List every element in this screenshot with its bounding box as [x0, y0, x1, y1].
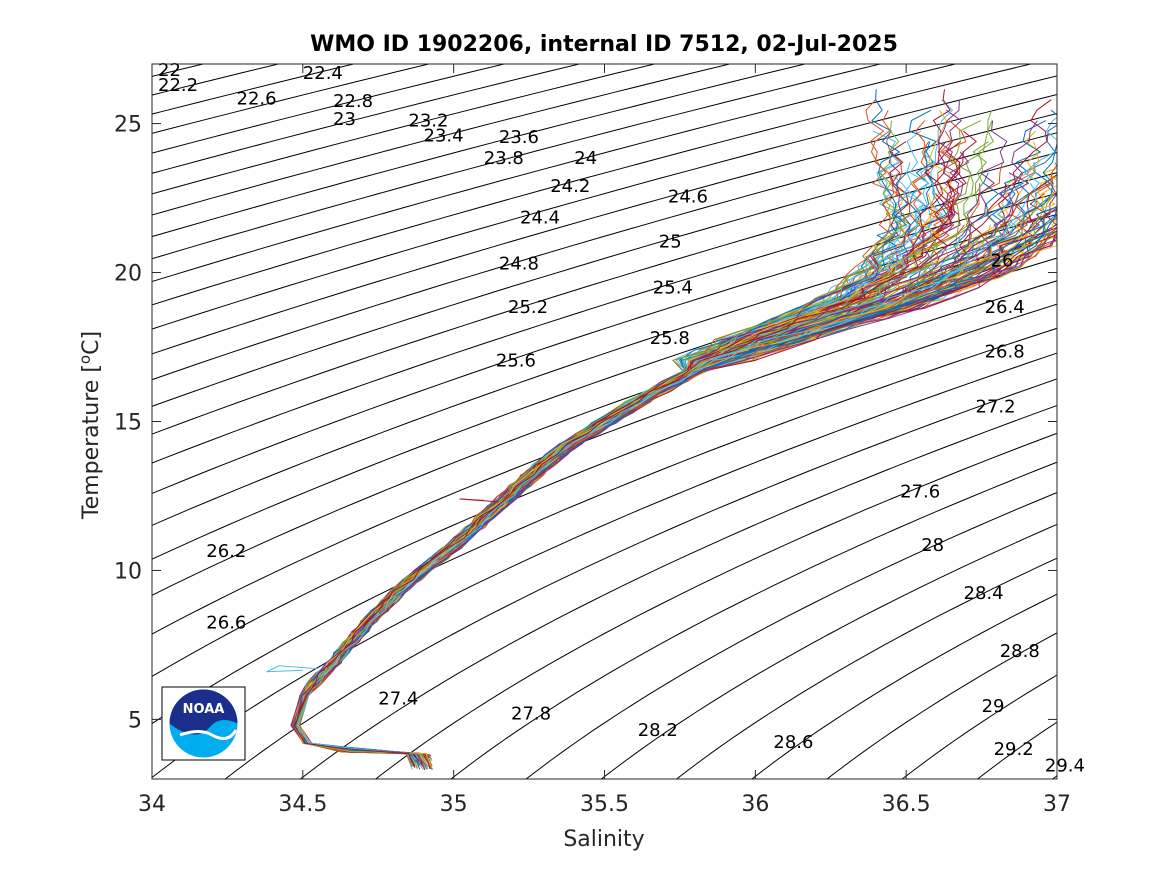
x-tick-label: 34.5: [278, 792, 327, 817]
density-contour-label: 28: [921, 535, 944, 556]
y-axis-label-superscript: o: [76, 355, 94, 364]
density-contour-label: 23: [333, 109, 356, 130]
density-contour-label: 25.2: [508, 297, 548, 318]
density-contour-label: 27.4: [378, 689, 418, 710]
density-contour-label: 27.8: [511, 704, 551, 725]
density-contour-label: 28.8: [1000, 641, 1040, 662]
density-contour-label: 22.6: [237, 88, 277, 109]
x-tick-label: 35: [440, 792, 468, 817]
density-contour-label: 24.2: [550, 176, 590, 197]
density-contour-label: 24: [574, 148, 597, 169]
y-tick-label: 10: [114, 559, 142, 584]
x-axis-label: Salinity: [563, 827, 644, 852]
density-contour-label: 27.2: [976, 397, 1016, 418]
density-contour-label: 24.6: [668, 187, 708, 208]
noaa-logo: NOAA: [162, 687, 245, 760]
density-contour-label: 25: [659, 231, 682, 252]
density-contour-label: 23.6: [499, 127, 539, 148]
density-contour-label: 27.6: [900, 482, 940, 503]
y-axis-label-unit: C]: [79, 331, 104, 355]
density-contour-label: 28.6: [773, 732, 813, 753]
density-contour-label: 28.4: [964, 583, 1004, 604]
density-contour-label: 26.2: [206, 541, 246, 562]
density-contour-label: 25.4: [653, 277, 693, 298]
density-contour-label: 22.4: [303, 63, 343, 84]
density-contour-label: 26.4: [985, 297, 1025, 318]
x-tick-label: 37: [1043, 792, 1071, 817]
density-contour-label: 26.8: [985, 342, 1025, 363]
x-tick-label: 36: [741, 792, 769, 817]
density-contour-label: 26: [991, 251, 1014, 272]
y-tick-label: 25: [114, 113, 142, 138]
chart-title: WMO ID 1902206, internal ID 7512, 02-Jul…: [310, 32, 898, 57]
density-contour-label: 23.8: [484, 148, 524, 169]
density-contour-label: 29.4: [1045, 756, 1085, 777]
density-contour-label: 29: [982, 696, 1005, 717]
density-contour-label: 24.8: [499, 254, 539, 275]
x-tick-label: 35.5: [580, 792, 629, 817]
density-contour-label: 26.6: [206, 613, 246, 634]
density-contour-label: 29.2: [994, 739, 1034, 760]
density-contour-label: 24.4: [520, 207, 560, 228]
density-contour-label: 22.2: [158, 75, 198, 96]
y-tick-label: 5: [128, 708, 142, 733]
x-tick-label: 34: [138, 792, 166, 817]
density-contour-label: 25.8: [650, 328, 690, 349]
density-contour-label: 23.4: [424, 126, 464, 147]
y-tick-label: 15: [114, 411, 142, 436]
y-axis-label-main: Temperature [: [79, 364, 104, 520]
y-tick-label: 20: [114, 262, 142, 287]
density-contour-label: 25.6: [496, 350, 536, 371]
x-tick-label: 36.5: [882, 792, 931, 817]
logo-text: NOAA: [183, 702, 225, 717]
density-contour-label: 28.2: [638, 720, 678, 741]
